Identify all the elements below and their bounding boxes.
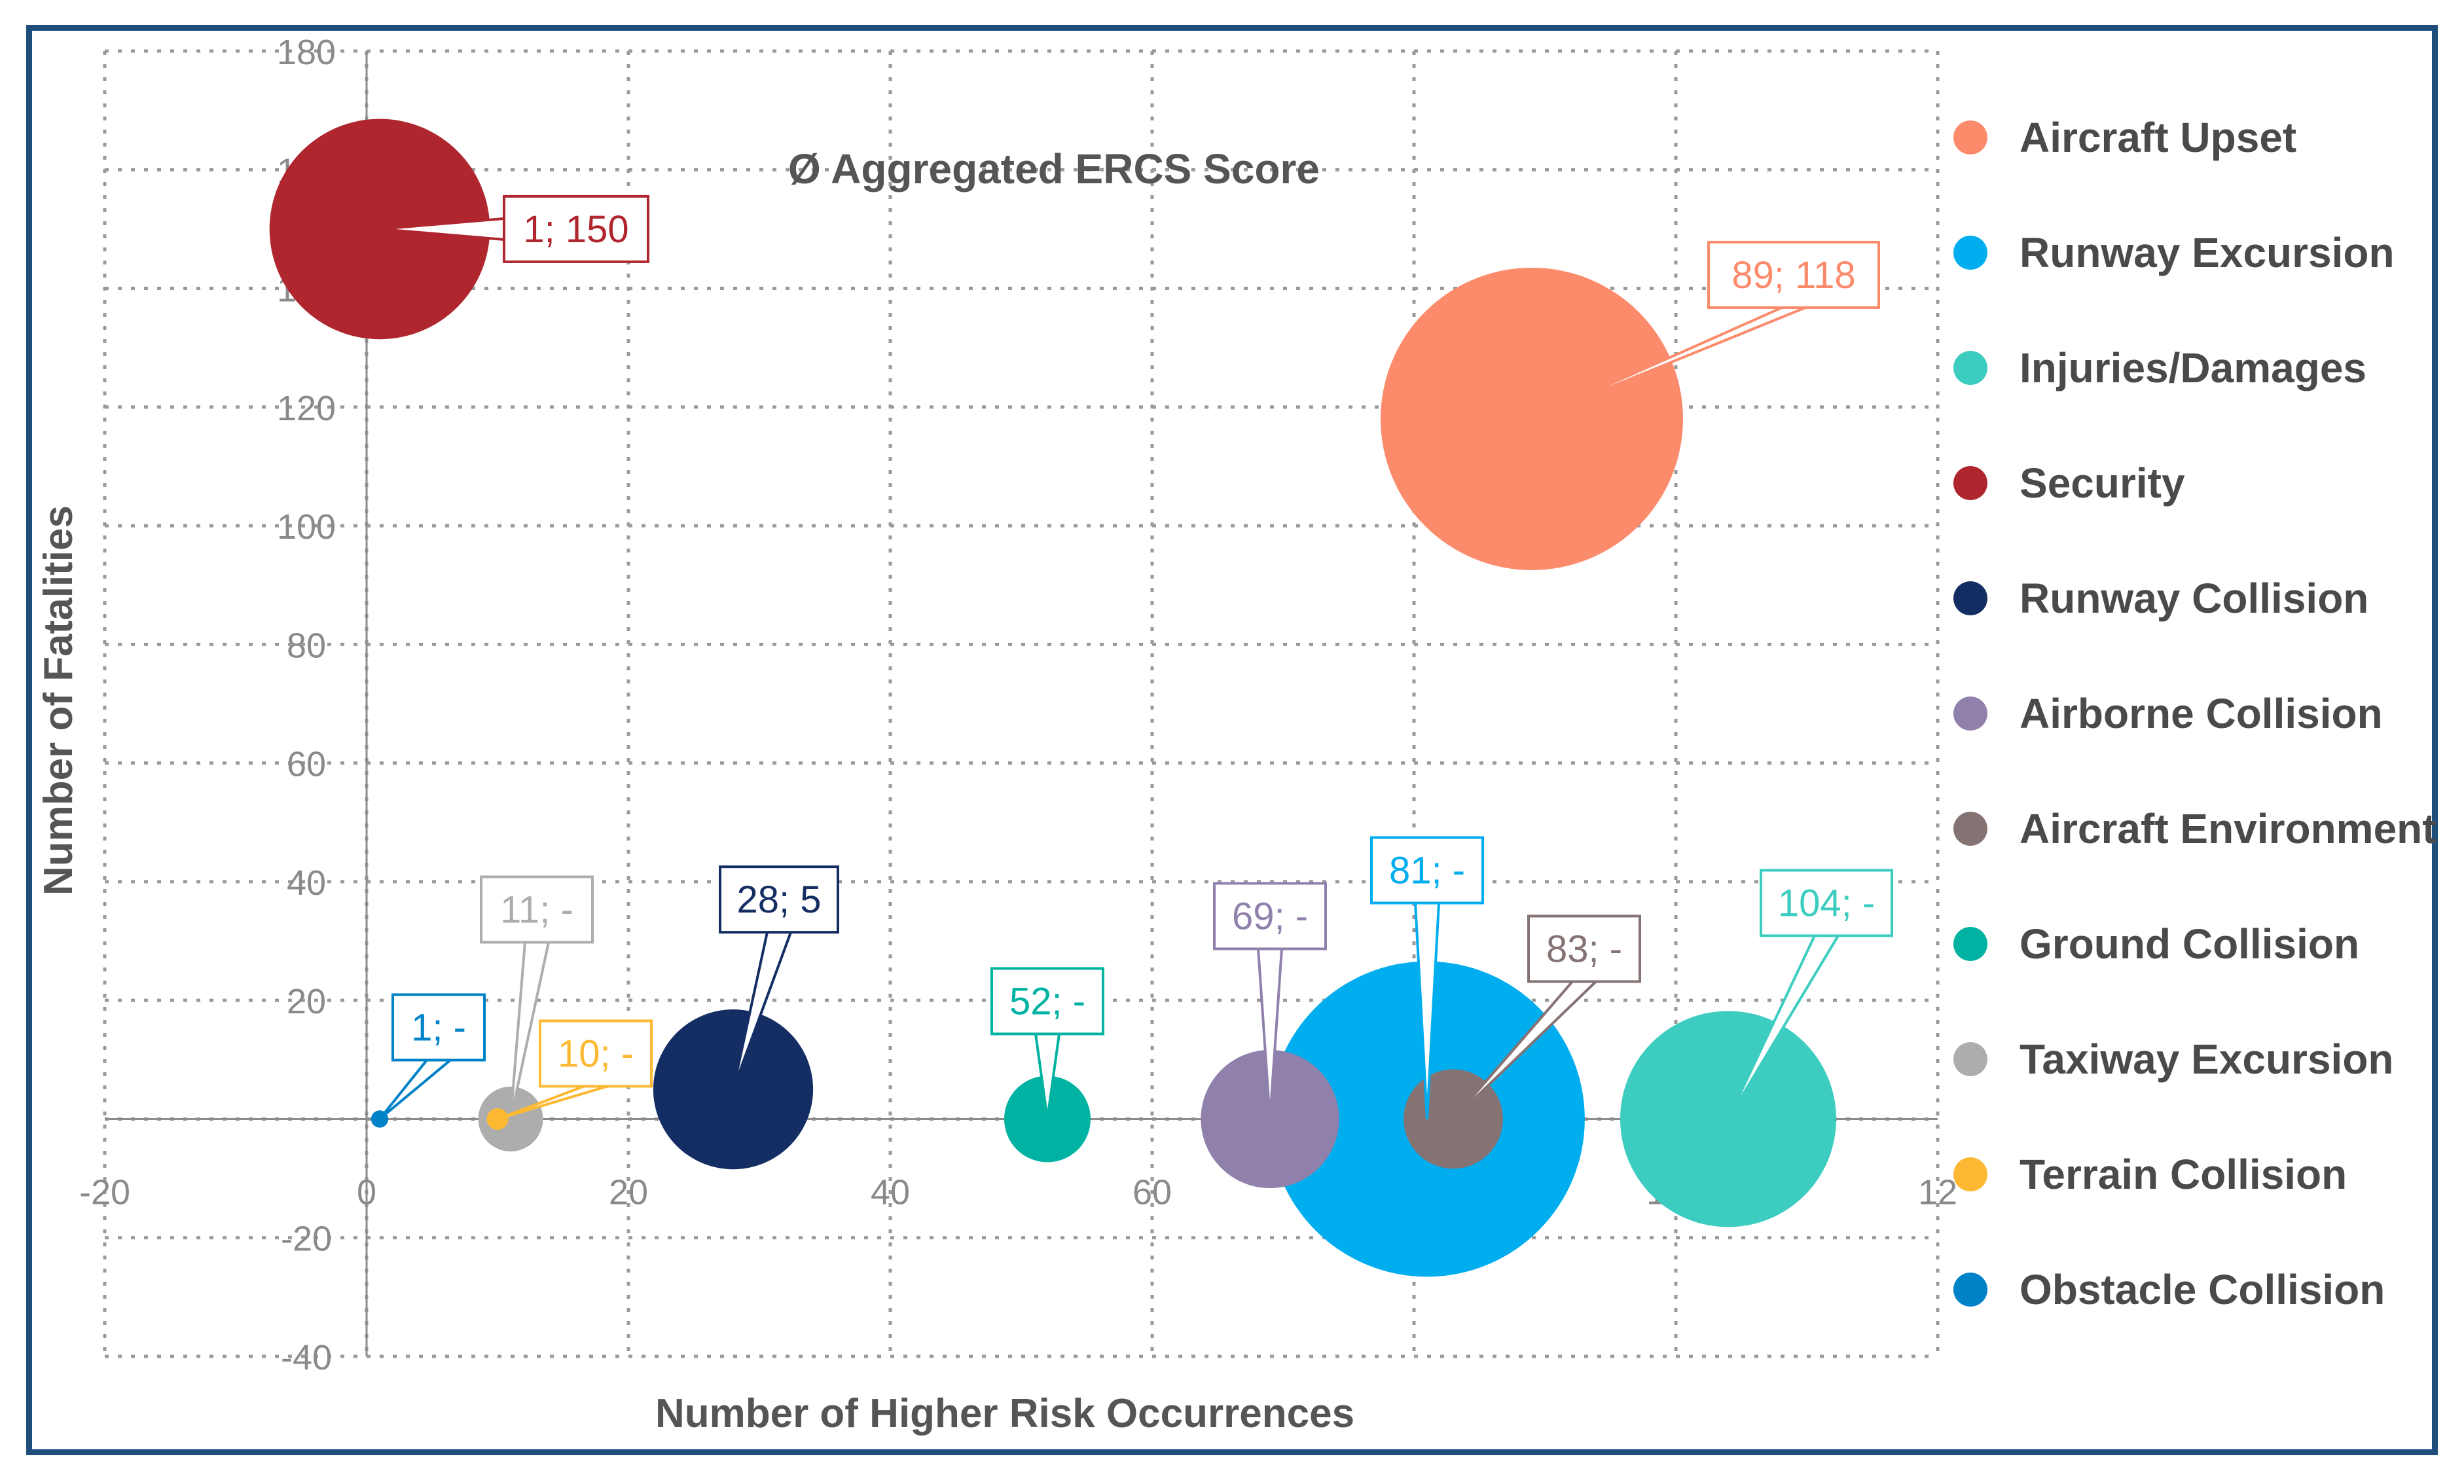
x-tick-label: 60 [1132, 1172, 1172, 1212]
legend-marker [1953, 581, 1987, 615]
legend-marker [1953, 927, 1987, 961]
legend-label: Aircraft Upset [2020, 114, 2296, 161]
x-tick-label: -20 [79, 1172, 130, 1212]
x-tick-label: 20 [609, 1172, 648, 1212]
label-box [503, 194, 649, 263]
legend-label: Ground Collision [2020, 920, 2359, 968]
legend-item[interactable]: Security [1953, 460, 2185, 507]
y-tick-label: 80 [287, 626, 326, 665]
data-label: 1; 150 [379, 194, 649, 263]
legend-label: Injuries/Damages [2020, 344, 2366, 391]
legend-item[interactable]: Ground Collision [1953, 920, 2359, 968]
legend-marker [1953, 351, 1987, 385]
label-box [539, 1019, 653, 1088]
legend-marker [1953, 466, 1987, 500]
legend-label: Airborne Collision [2020, 690, 2383, 737]
x-tick-label: 0 [357, 1172, 376, 1212]
y-tick-label: 40 [287, 863, 326, 903]
legend-item[interactable]: Runway Excursion [1953, 229, 2395, 276]
label-pointer [378, 1059, 454, 1120]
label-text: 1; - [411, 1006, 466, 1049]
data-labels: 89; 118 81; - 104; - 1; 150 28; 5 69; - 83; - 5… [378, 194, 1893, 1121]
legend-item[interactable]: Obstacle Collision [1953, 1266, 2385, 1313]
label-box [990, 967, 1104, 1036]
label-box [1707, 240, 1880, 309]
x-axis-title: Number of Higher Risk Occurrences [655, 1391, 1354, 1436]
legend-item[interactable]: Taxiway Excursion [1953, 1036, 2394, 1083]
label-text: 28; 5 [737, 878, 822, 921]
data-label: 83; - [1452, 914, 1641, 1120]
x-tick-label: 12 [1918, 1172, 1957, 1212]
data-label: 104; - [1727, 869, 1893, 1120]
label-box [1370, 836, 1484, 905]
legend-marker [1953, 697, 1987, 731]
y-tick-label: -20 [281, 1220, 332, 1259]
label-text: 11; - [500, 888, 573, 931]
legend-item[interactable]: Airborne Collision [1953, 690, 2383, 737]
legend-label: Obstacle Collision [2020, 1266, 2385, 1313]
legend-item[interactable]: Aircraft Environment [1953, 805, 2437, 852]
legend-marker [1953, 812, 1987, 846]
legend-item[interactable]: Terrain Collision [1953, 1151, 2347, 1198]
legend: Aircraft Upset Runway Excursion Injuries/D… [1953, 114, 2437, 1313]
label-box [1760, 869, 1893, 937]
legend-label: Taxiway Excursion [2020, 1036, 2394, 1083]
data-label: 89; 118 [1531, 240, 1880, 420]
legend-marker [1953, 1042, 1987, 1076]
label-box [719, 865, 839, 934]
x-tick-label: 40 [871, 1172, 910, 1212]
legend-marker [1953, 1157, 1987, 1191]
legend-label: Runway Excursion [2020, 229, 2395, 276]
data-label: 10; - [497, 1019, 653, 1121]
legend-item[interactable]: Runway Collision [1953, 575, 2368, 622]
legend-item[interactable]: Injuries/Damages [1953, 344, 2366, 391]
y-tick-label: -40 [281, 1338, 332, 1377]
label-text: 1; 150 [523, 208, 628, 251]
y-tick-label: 120 [277, 389, 336, 428]
label-box [391, 993, 486, 1062]
label-text: 52; - [1009, 980, 1085, 1023]
data-label: 28; 5 [719, 865, 839, 1090]
data-label: 52; - [990, 967, 1104, 1119]
label-box [1213, 882, 1327, 950]
label-text: 89; 118 [1731, 254, 1855, 297]
data-label: 11; - [480, 875, 594, 1119]
data-label: 69; - [1213, 882, 1327, 1119]
y-tick-label: 180 [277, 33, 336, 72]
y-axis-title: Number of Fatalities [36, 505, 81, 896]
legend-marker [1953, 236, 1987, 270]
legend-marker [1953, 120, 1987, 154]
label-box [1527, 914, 1641, 983]
y-tick-label: 100 [277, 507, 336, 547]
legend-label: Runway Collision [2020, 575, 2368, 622]
label-text: 104; - [1778, 882, 1875, 924]
legend-label: Aircraft Environment [2020, 805, 2437, 852]
data-label: 81; - [1370, 836, 1484, 1119]
label-text: 10; - [558, 1032, 634, 1075]
y-tick-label: 20 [287, 982, 326, 1021]
label-text: 83; - [1546, 928, 1622, 970]
legend-marker [1953, 1273, 1987, 1307]
label-text: 69; - [1232, 895, 1308, 937]
chart-title: Ø Aggregated ERCS Score [788, 145, 1320, 192]
label-box [480, 875, 594, 944]
bubbles [269, 118, 1836, 1277]
data-label: 1; - [378, 993, 486, 1120]
legend-item[interactable]: Aircraft Upset [1953, 114, 2296, 161]
label-text: 81; - [1389, 849, 1465, 892]
legend-label: Terrain Collision [2020, 1151, 2347, 1198]
legend-label: Security [2020, 460, 2185, 507]
y-tick-label: 60 [287, 745, 326, 784]
